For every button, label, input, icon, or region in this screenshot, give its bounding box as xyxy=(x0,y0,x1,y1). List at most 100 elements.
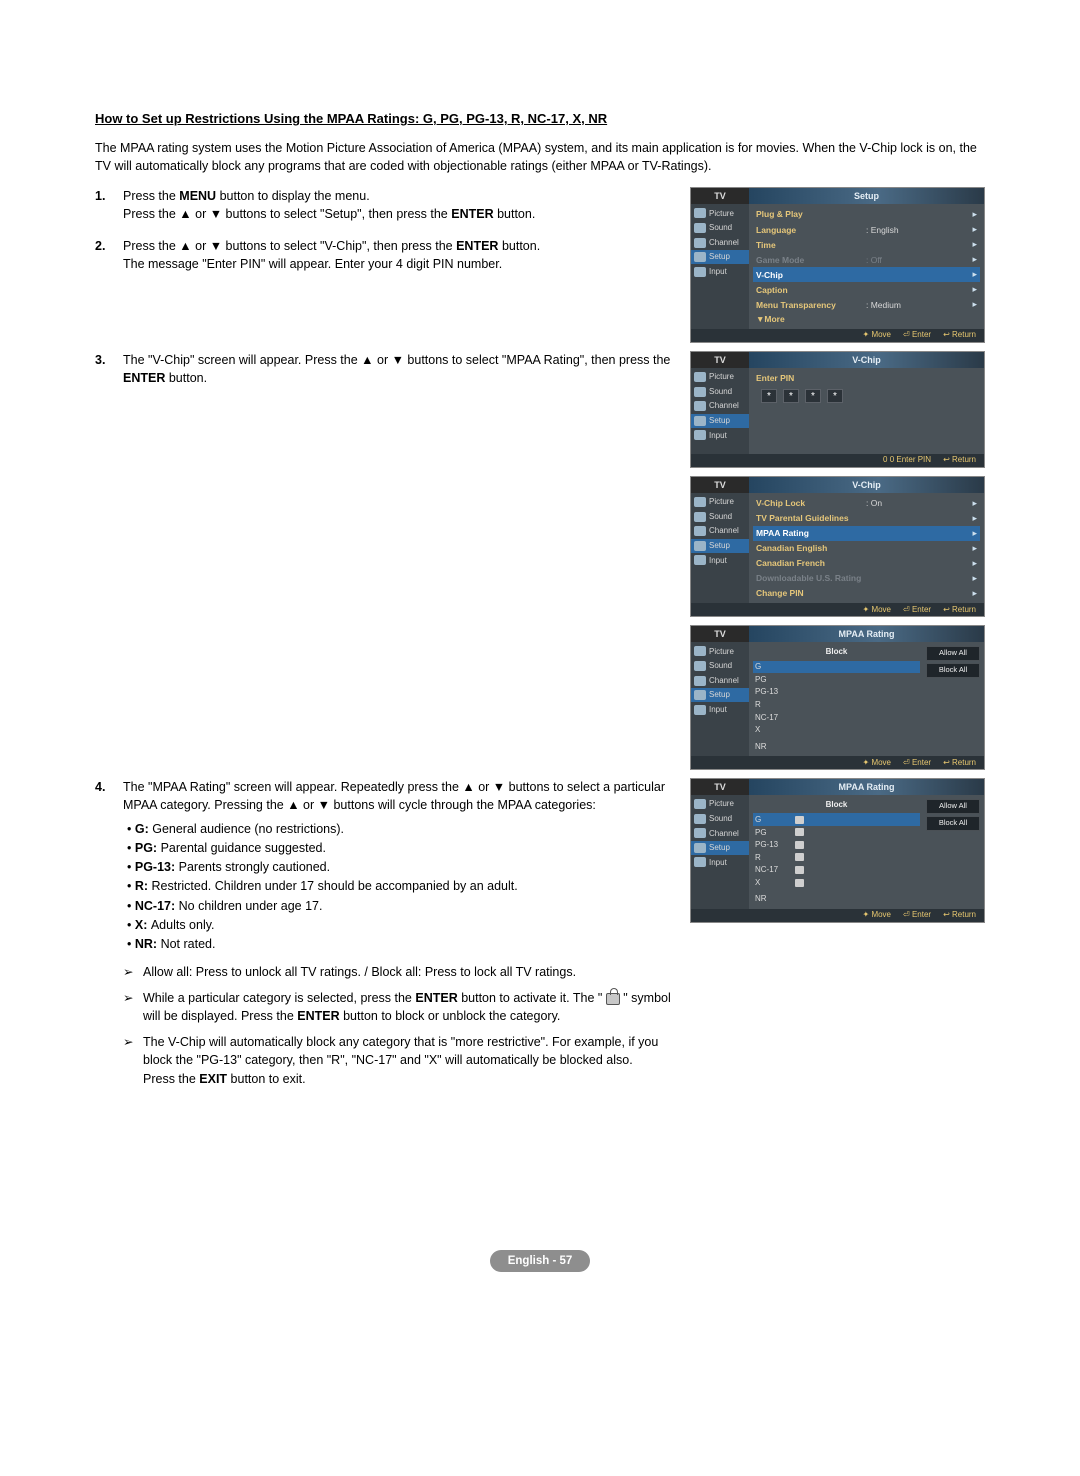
sidebar-item[interactable]: Input xyxy=(691,428,749,443)
sidebar-item[interactable]: Sound xyxy=(691,221,749,236)
step-4: The "MPAA Rating" screen will appear. Re… xyxy=(123,778,672,1096)
step-num-4: 4. xyxy=(95,778,113,1096)
footer-2: 0 0 Enter PIN↩ Return xyxy=(691,454,984,467)
rating-row[interactable]: NC-17 xyxy=(753,864,920,877)
menu-row[interactable]: V-Chip▸ xyxy=(753,267,980,282)
sidebar-item[interactable]: Channel xyxy=(691,524,749,539)
allow-all-btn[interactable]: Allow All xyxy=(926,646,980,661)
allow-all-btn-2[interactable]: Allow All xyxy=(926,799,980,814)
lock-icon xyxy=(606,993,620,1005)
step-list-3: 3. The "V-Chip" screen will appear. Pres… xyxy=(95,351,672,387)
sidebar-item[interactable]: Setup xyxy=(691,841,749,856)
footer-5: ✦ Move⏎ Enter↩ Return xyxy=(691,909,984,922)
rating-row[interactable]: X xyxy=(753,724,920,737)
ratings-list-4: GPGPG-13RNC-17X xyxy=(753,661,920,737)
footer-3: ✦ Move⏎ Enter↩ Return xyxy=(691,603,984,616)
screenshot-setup: TVSetup PictureSoundChannelSetupInput Pl… xyxy=(690,187,985,343)
ratings-4: Block GPGPG-13RNC-17X NR Allow All Block… xyxy=(749,642,984,756)
main-1: Plug & Play▸Language: English▸Time▸Game … xyxy=(749,204,984,329)
screenshot-vchip-menu: TVV-Chip PictureSoundChannelSetupInput V… xyxy=(690,476,985,617)
category-item: X: Adults only. xyxy=(127,916,672,934)
rating-row[interactable]: X xyxy=(753,876,920,889)
rating-row[interactable]: PG-13 xyxy=(753,686,920,699)
rating-row[interactable]: NC-17 xyxy=(753,711,920,724)
ratings-list-5: GPGPG-13RNC-17X xyxy=(753,813,920,889)
step-num-3: 3. xyxy=(95,351,113,387)
sidebar-item[interactable]: Sound xyxy=(691,811,749,826)
sidebar-item[interactable]: Setup xyxy=(691,250,749,265)
sidebar-item[interactable]: Input xyxy=(691,264,749,279)
sidebar-4: PictureSoundChannelSetupInput xyxy=(691,642,749,756)
rating-row[interactable]: R xyxy=(753,698,920,711)
block-all-btn-2[interactable]: Block All xyxy=(926,816,980,831)
sidebar-item[interactable]: Channel xyxy=(691,235,749,250)
category-item: NC-17: No children under age 17. xyxy=(127,897,672,915)
menu-row[interactable]: Menu Transparency: Medium▸ xyxy=(753,297,980,312)
footer-1: ✦ Move⏎ Enter↩ Return xyxy=(691,329,984,342)
rating-row[interactable]: R xyxy=(753,851,920,864)
ratings-5: Block GPGPG-13RNC-17X NR Allow All Block… xyxy=(749,795,984,909)
category-item: NR: Not rated. xyxy=(127,935,672,953)
step-num-2: 2. xyxy=(95,237,113,273)
screenshot-mpaa-1: TVMPAA Rating PictureSoundChannelSetupIn… xyxy=(690,625,985,770)
menu-row[interactable]: Canadian French▸ xyxy=(753,556,980,571)
sidebar-item[interactable]: Sound xyxy=(691,659,749,674)
block-all-btn[interactable]: Block All xyxy=(926,663,980,678)
menu-row[interactable]: Plug & Play▸ xyxy=(753,207,980,222)
sidebar-item[interactable]: Picture xyxy=(691,644,749,659)
menu-row[interactable]: Time▸ xyxy=(753,237,980,252)
step-1: Press the MENU button to display the men… xyxy=(123,187,672,223)
menu-row[interactable]: Game Mode: Off▸ xyxy=(753,252,980,267)
sidebar-item[interactable]: Setup xyxy=(691,414,749,429)
notes: ➢Allow all: Press to unlock all TV ratin… xyxy=(123,963,672,1088)
rating-row[interactable]: PG xyxy=(753,673,920,686)
screenshot-mpaa-2: TVMPAA Rating PictureSoundChannelSetupIn… xyxy=(690,778,985,923)
pin-boxes: **** xyxy=(761,389,980,403)
menu-row[interactable]: Caption▸ xyxy=(753,282,980,297)
sidebar-item[interactable]: Sound xyxy=(691,384,749,399)
rating-row[interactable]: G xyxy=(753,661,920,674)
step-3: The "V-Chip" screen will appear. Press t… xyxy=(123,351,672,387)
step-list-4: 4. The "MPAA Rating" screen will appear.… xyxy=(95,778,672,1096)
sidebar-item[interactable]: Picture xyxy=(691,797,749,812)
sidebar-item[interactable]: Input xyxy=(691,702,749,717)
menu-row[interactable]: Canadian English▸ xyxy=(753,541,980,556)
intro-paragraph: The MPAA rating system uses the Motion P… xyxy=(95,139,985,175)
menu-row[interactable]: Language: English▸ xyxy=(753,222,980,237)
sidebar-item[interactable]: Picture xyxy=(691,206,749,221)
sidebar-1: PictureSoundChannelSetupInput xyxy=(691,204,749,329)
sidebar-item[interactable]: Channel xyxy=(691,673,749,688)
category-item: PG-13: Parents strongly cautioned. xyxy=(127,858,672,876)
sidebar-item[interactable]: Picture xyxy=(691,370,749,385)
menu-row[interactable]: MPAA Rating▸ xyxy=(753,526,980,541)
step-num-1: 1. xyxy=(95,187,113,223)
sidebar-item[interactable]: Setup xyxy=(691,688,749,703)
page-number: English - 57 xyxy=(95,1250,985,1273)
rating-row[interactable]: PG xyxy=(753,826,920,839)
screenshot-enter-pin: TVV-Chip PictureSoundChannelSetupInput E… xyxy=(690,351,985,468)
main-3: V-Chip Lock: On▸TV Parental Guidelines▸M… xyxy=(749,493,984,603)
sidebar-item[interactable]: Picture xyxy=(691,495,749,510)
category-item: R: Restricted. Children under 17 should … xyxy=(127,877,672,895)
sidebar-item[interactable]: Channel xyxy=(691,399,749,414)
menu-row[interactable]: TV Parental Guidelines▸ xyxy=(753,511,980,526)
sidebar-3: PictureSoundChannelSetupInput xyxy=(691,493,749,603)
sidebar-item[interactable]: Sound xyxy=(691,509,749,524)
rating-row[interactable]: PG-13 xyxy=(753,839,920,852)
menu-row[interactable]: V-Chip Lock: On▸ xyxy=(753,496,980,511)
menu-row[interactable]: Change PIN▸ xyxy=(753,586,980,601)
sidebar-item[interactable]: Setup xyxy=(691,539,749,554)
sidebar-item[interactable]: Channel xyxy=(691,826,749,841)
category-list: G: General audience (no restrictions).PG… xyxy=(127,820,672,953)
category-item: G: General audience (no restrictions). xyxy=(127,820,672,838)
step-list-1-2: 1. Press the MENU button to display the … xyxy=(95,187,672,274)
step-2: Press the ▲ or ▼ buttons to select "V-Ch… xyxy=(123,237,672,273)
menu-row[interactable]: ▼More xyxy=(753,312,980,326)
rating-row[interactable]: G xyxy=(753,813,920,826)
sidebar-item[interactable]: Input xyxy=(691,855,749,870)
menu-row[interactable]: Downloadable U.S. Rating▸ xyxy=(753,571,980,586)
sidebar-2: PictureSoundChannelSetupInput xyxy=(691,368,749,454)
sidebar-item[interactable]: Input xyxy=(691,553,749,568)
category-item: PG: Parental guidance suggested. xyxy=(127,839,672,857)
footer-4: ✦ Move⏎ Enter↩ Return xyxy=(691,756,984,769)
